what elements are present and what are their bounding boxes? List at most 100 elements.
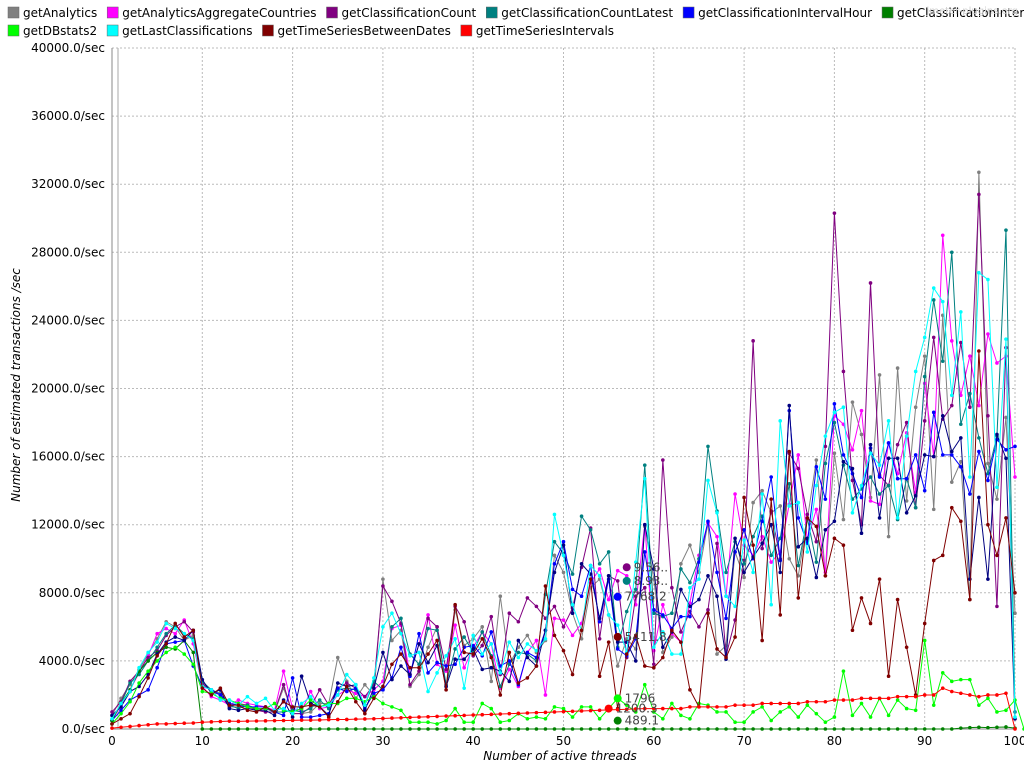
series-6-point-78 (814, 575, 819, 580)
series-5-point-21 (299, 727, 304, 731)
series-4-point-68 (724, 616, 728, 621)
series-10-point-46 (525, 711, 530, 715)
series-3-point-2 (128, 681, 132, 685)
series-8-point-43 (498, 671, 503, 675)
series-8-point-9 (191, 638, 196, 643)
series-7-point-83 (859, 701, 864, 706)
series-5-point-57 (624, 727, 629, 731)
series-0-point-43 (498, 594, 503, 599)
series-10-point-2 (128, 724, 132, 729)
series-10-point-20 (290, 718, 295, 723)
series-7-point-10 (200, 689, 205, 694)
annotation-marker-0 (622, 563, 631, 572)
series-2-point-97 (986, 413, 990, 418)
series-6-point-76 (796, 545, 801, 549)
series-8-point-44 (507, 640, 512, 644)
series-6-point-31 (390, 677, 394, 682)
series-9-point-69 (733, 635, 737, 639)
series-9-point-75 (787, 449, 792, 454)
series-5-point-82 (850, 727, 855, 731)
series-8-point-11 (209, 688, 214, 692)
series-6-point-86 (886, 456, 891, 461)
y-tick-label-3: 12000.0/sec (31, 518, 105, 532)
series-2-point-82 (850, 478, 855, 483)
series-9-point-63 (679, 640, 683, 644)
series-7 (110, 638, 1024, 731)
series-8-point-22 (308, 694, 313, 699)
legend-swatch-8 (106, 24, 119, 37)
series-7-point-93 (949, 679, 954, 684)
series-6-point-34 (417, 642, 421, 646)
series-9-point-55 (606, 640, 611, 644)
series-8-point-93 (949, 393, 954, 398)
series-0-point-63 (679, 562, 683, 566)
series-7-point-80 (832, 715, 837, 719)
series-10-point-54 (597, 708, 602, 713)
series-3-point-94 (959, 422, 963, 427)
series-9-point-15 (245, 708, 250, 713)
series-5-point-92 (940, 727, 945, 731)
series-6-point-80 (832, 519, 837, 524)
series-5-point-59 (642, 727, 647, 731)
series-10-point-63 (679, 706, 683, 711)
series-6-point-7 (173, 635, 178, 639)
series-5-point-25 (335, 727, 340, 731)
series-5-point-62 (670, 727, 674, 731)
series-4-point-93 (949, 453, 954, 457)
series-5-point-12 (218, 727, 223, 731)
series-9-point-58 (633, 633, 638, 638)
series-9-point-30 (381, 684, 385, 689)
series-6-point-25 (335, 681, 340, 685)
series-5-point-13 (227, 727, 232, 731)
series-4-point-92 (940, 453, 945, 457)
series-8-point-66 (706, 478, 710, 483)
series-9-point-52 (579, 628, 584, 633)
series-7-point-3 (137, 681, 141, 685)
series-9-point-57 (624, 652, 629, 656)
series-2-point-36 (435, 625, 439, 629)
series-7-point-47 (534, 715, 539, 719)
series-6-point-51 (570, 611, 575, 616)
series-1-point-5 (155, 631, 159, 636)
series-10-point-73 (769, 701, 773, 706)
series-6-point-44 (507, 679, 512, 684)
series-9-point-49 (552, 633, 557, 638)
series-10-point-48 (543, 710, 548, 715)
series-5-point-84 (868, 727, 873, 731)
x-tick-label-5: 50 (556, 734, 571, 748)
series-6-point-97 (986, 577, 990, 581)
series-6-point-75 (787, 403, 792, 408)
series-4-point-79 (823, 497, 828, 501)
series-10-point-5 (155, 722, 159, 726)
series-7-point-63 (679, 713, 683, 718)
series-7-point-36 (435, 722, 439, 726)
series-4-point-20 (290, 676, 295, 680)
series-9-point-24 (326, 715, 331, 719)
series-9-point-83 (859, 596, 864, 600)
series-10-point-85 (877, 696, 882, 701)
series-8-point-35 (426, 689, 430, 694)
series-6-point-32 (399, 664, 403, 668)
series-5-point-96 (977, 725, 981, 730)
series-4-point-87 (895, 476, 900, 481)
series-7-point-60 (652, 710, 656, 714)
series-2-point-48 (543, 616, 548, 621)
series-0-point-64 (688, 543, 692, 547)
series-9-point-64 (688, 688, 692, 692)
series-8-point-100 (1013, 715, 1017, 719)
series-4-point-30 (381, 688, 385, 692)
series-2-point-96 (977, 192, 981, 197)
series-5-point-43 (498, 727, 503, 731)
series-1-point-100 (1013, 475, 1017, 479)
series-5-point-86 (886, 727, 891, 731)
series-9-point-53 (588, 577, 593, 581)
series-10-point-18 (272, 718, 277, 723)
series-8-point-45 (516, 655, 521, 660)
series-7-point-32 (399, 708, 403, 713)
y-tick-label-10: 40000.0/sec (31, 41, 105, 55)
series-0-point-28 (363, 682, 367, 687)
series-4-point-12 (218, 693, 223, 697)
series-4-point-1 (119, 708, 123, 713)
